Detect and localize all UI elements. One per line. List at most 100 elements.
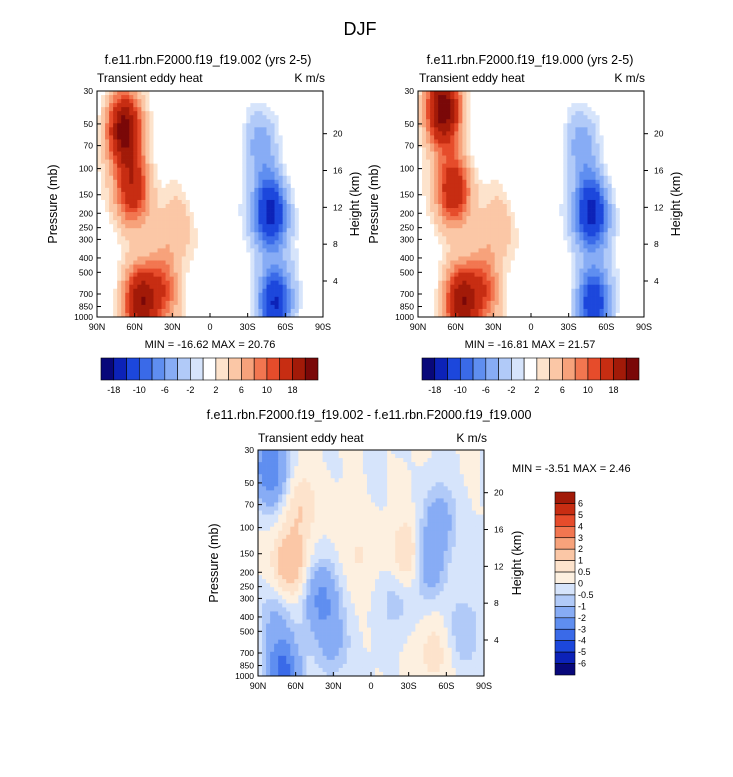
heatmap-cell [210,244,214,248]
heatmap-cell [303,236,307,240]
heatmap-cell [242,192,246,196]
heatmap-cell [487,168,491,172]
heatmap-cell [230,148,234,152]
heatmap-cell [137,248,141,252]
y-tick-label: 70 [84,141,94,151]
heatmap-cell [466,143,470,147]
heatmap-cell [246,305,250,309]
heatmap-cell [149,261,153,265]
heatmap-cell [487,273,491,277]
heatmap-cell [450,244,454,248]
heatmap-cell [483,228,487,232]
heatmap-cell [418,273,422,277]
heatmap-cell [523,172,527,176]
heatmap-cell [299,148,303,152]
heatmap-cell [315,204,319,208]
heatmap-cell [222,252,226,256]
heatmap-cell [462,232,466,236]
heatmap-cell [206,252,210,256]
heatmap-cell [275,196,279,200]
heatmap-cell [483,244,487,248]
heatmap-cell [246,232,250,236]
heatmap-cell [149,208,153,212]
heatmap-cell [479,293,483,297]
heatmap-cell [158,248,162,252]
heatmap-cell [234,305,238,309]
heatmap-cell [503,127,507,131]
heatmap-cell [186,103,190,107]
heatmap-cell [125,220,129,224]
heatmap-cell [295,107,299,111]
heatmap-cell [218,256,222,260]
heatmap-cell [267,196,271,200]
heatmap-cell [531,309,535,313]
heatmap-cell [194,240,198,244]
heatmap-cell [283,285,287,289]
heatmap-cell [178,208,182,212]
heatmap-cell [450,305,454,309]
heatmap-cell [271,236,275,240]
heatmap-cell [442,103,446,107]
heatmap-cell [234,148,238,152]
heatmap-cell [230,180,234,184]
heatmap-cell [495,103,499,107]
heatmap-cell [166,135,170,139]
heatmap-cell [519,301,523,305]
heatmap-cell [491,220,495,224]
heatmap-cell [210,143,214,147]
heatmap-cell [511,289,515,293]
heatmap-cell [287,176,291,180]
heatmap-cell [210,200,214,204]
heatmap-cell [299,99,303,103]
heatmap-cell [198,196,202,200]
heatmap-cell [422,119,426,123]
heatmap-cell [462,224,466,228]
heatmap-cell [194,160,198,164]
heatmap-cell [519,119,523,123]
heatmap-cell [487,184,491,188]
heatmap-cell [543,168,547,172]
heatmap-cell [454,180,458,184]
heatmap-cell [250,261,254,265]
heatmap-cell [230,127,234,131]
heatmap-cell [503,236,507,240]
heatmap-cell [101,208,105,212]
heatmap-cell [311,285,315,289]
heatmap-cell [206,305,210,309]
heatmap-cell [303,273,307,277]
heatmap-cell [254,289,258,293]
heatmap-cell [210,248,214,252]
heatmap-cell [479,273,483,277]
heatmap-cell [105,115,109,119]
heatmap-cell [422,224,426,228]
heatmap-cell [133,208,137,212]
heatmap-cell [438,200,442,204]
heatmap-cell [254,196,258,200]
heatmap-cell [454,176,458,180]
heatmap-cell [154,204,158,208]
heatmap-cell [141,131,145,135]
heatmap-cell [246,273,250,277]
heatmap-cell [462,188,466,192]
heatmap-cell [519,103,523,107]
heatmap-cell [479,212,483,216]
heatmap-cell [527,172,531,176]
heatmap-cell [491,277,495,281]
heatmap-cell [515,135,519,139]
heatmap-cell [226,192,230,196]
heatmap-cell [442,95,446,99]
heatmap-cell [535,188,539,192]
heatmap-cell [133,240,137,244]
heatmap-cell [450,236,454,240]
heatmap-cell [190,139,194,143]
heatmap-cell [303,224,307,228]
heatmap-cell [307,216,311,220]
heatmap-cell [475,277,479,281]
heatmap-cell [154,143,158,147]
heatmap-cell [450,127,454,131]
heatmap-cell [109,261,113,265]
heatmap-cell [162,220,166,224]
heatmap-cell [162,196,166,200]
heatmap-cell [535,232,539,236]
heatmap-cell [295,256,299,260]
